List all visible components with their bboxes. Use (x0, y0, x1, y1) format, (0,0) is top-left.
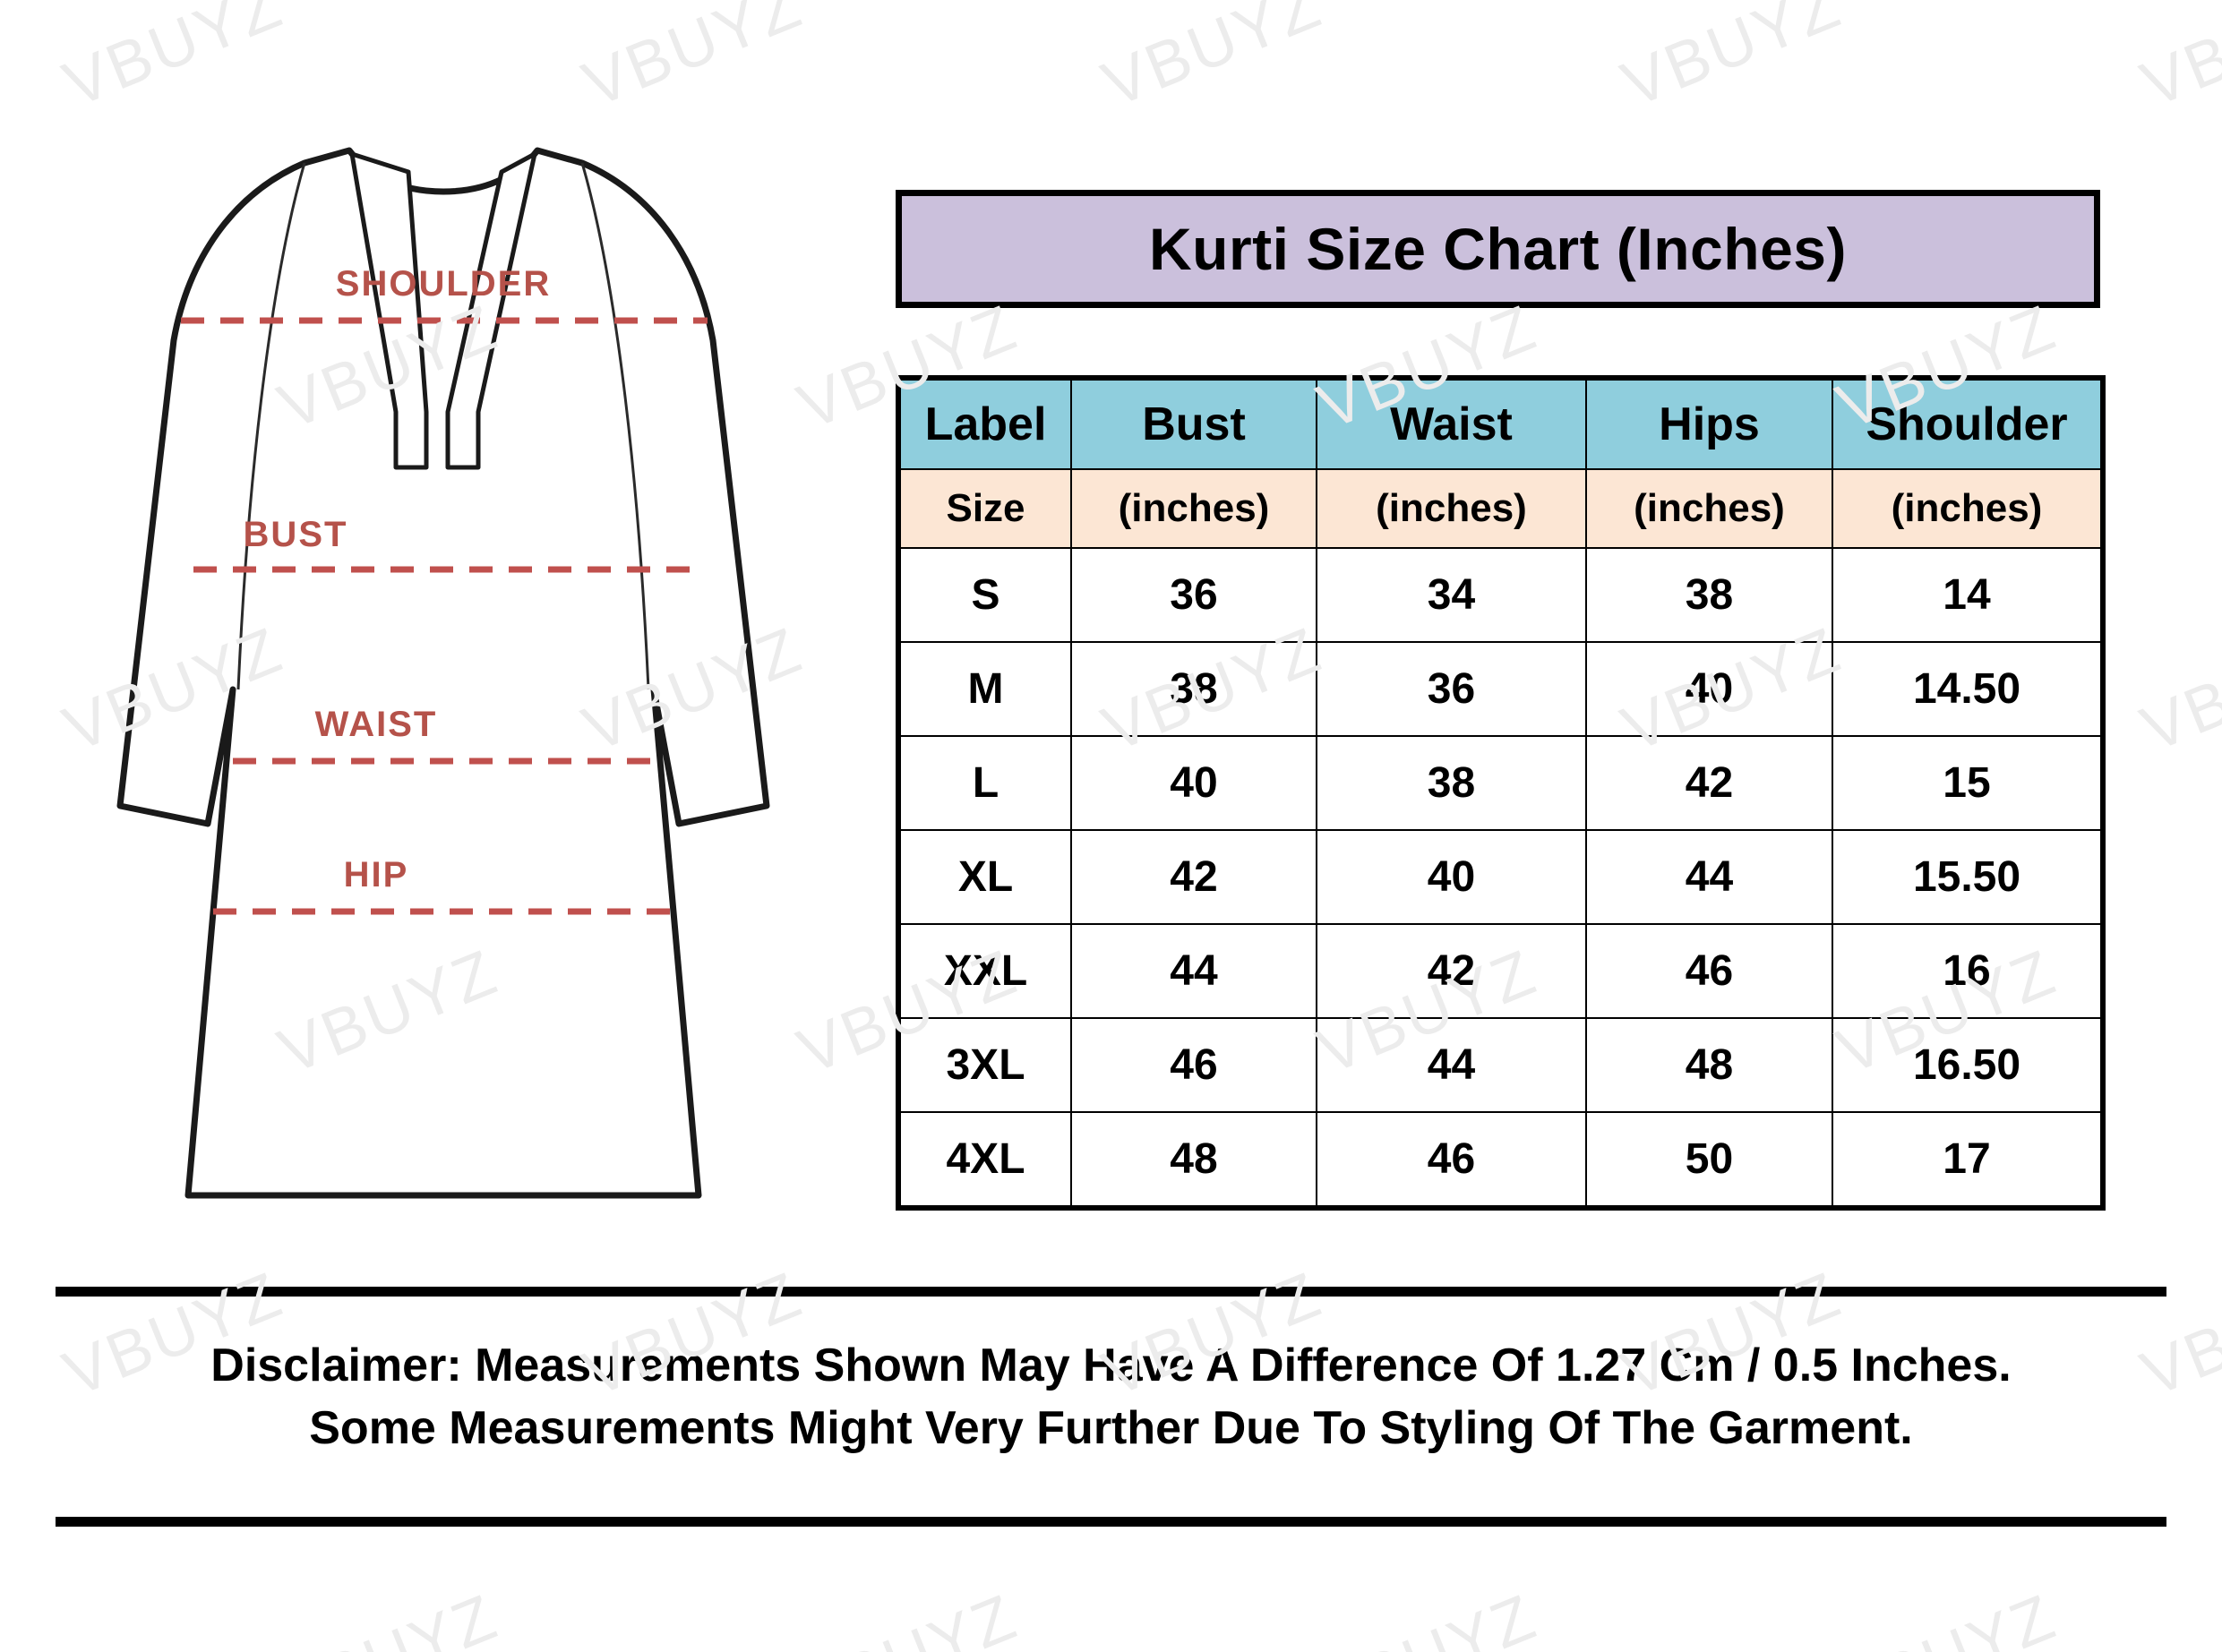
hip-label: HIP (344, 855, 409, 894)
left-sleeve-seam (236, 162, 306, 690)
cell-bust: 42 (1070, 829, 1317, 925)
watermark-text: VBUYZ (2132, 0, 2222, 122)
cell-size-label: XL (897, 829, 1072, 925)
right-cuff (678, 803, 768, 826)
table-row: XXL 44 42 46 16 (897, 923, 2104, 1019)
units-cell-shoulder: (inches) (1832, 468, 2104, 549)
table-row: 3XL 46 44 48 16.50 (897, 1017, 2104, 1113)
watermark-text: VBUYZ (54, 0, 293, 122)
cell-bust: 36 (1070, 547, 1317, 643)
cell-shoulder: 15.50 (1832, 829, 2104, 925)
watermark-text: VBUYZ (1308, 1579, 1547, 1652)
watermark-text: VBUYZ (1093, 0, 1332, 122)
watermark-text: VBUYZ (573, 0, 812, 122)
size-chart-table: Label Bust Waist Hips Shoulder Size (inc… (896, 375, 2106, 1211)
cell-waist: 38 (1316, 735, 1587, 831)
cell-bust: 44 (1070, 923, 1317, 1019)
shoulder-label: SHOULDER (336, 264, 551, 304)
page-title: Kurti Size Chart (Inches) (1149, 216, 1847, 282)
cell-hips: 40 (1585, 641, 1833, 737)
cell-shoulder: 14 (1832, 547, 2104, 643)
cell-size-label: L (897, 735, 1072, 831)
cell-shoulder: 17 (1832, 1111, 2104, 1209)
disclaimer-line-1: Disclaimer: Measurements Shown May Have … (210, 1340, 2012, 1391)
divider-top (56, 1287, 2166, 1297)
right-sleeve-seam (580, 162, 650, 690)
cell-waist: 34 (1316, 547, 1587, 643)
watermark-text: VBUYZ (269, 1579, 508, 1652)
cell-hips: 38 (1585, 547, 1833, 643)
column-header-label: Label (897, 377, 1072, 470)
placket-right (445, 151, 537, 470)
kurti-outline (116, 147, 770, 1199)
column-header-shoulder: Shoulder (1832, 377, 2104, 470)
placket-left (349, 151, 429, 470)
units-cell-hips: (inches) (1585, 468, 1833, 549)
units-cell-waist: (inches) (1316, 468, 1587, 549)
measurement-lines (181, 317, 708, 915)
table-units-row: Size (inches) (inches) (inches) (inches) (897, 468, 2104, 549)
cell-hips: 42 (1585, 735, 1833, 831)
cell-size-label: S (897, 547, 1072, 643)
waist-label: WAIST (315, 705, 438, 744)
cell-hips: 44 (1585, 829, 1833, 925)
cell-hips: 50 (1585, 1111, 1833, 1209)
cell-bust: 38 (1070, 641, 1317, 737)
cell-bust: 46 (1070, 1017, 1317, 1113)
units-cell-bust: (inches) (1070, 468, 1317, 549)
cell-bust: 40 (1070, 735, 1317, 831)
cell-shoulder: 15 (1832, 735, 2104, 831)
table-header-row: Label Bust Waist Hips Shoulder (897, 377, 2104, 470)
cell-size-label: 3XL (897, 1017, 1072, 1113)
cell-waist: 42 (1316, 923, 1587, 1019)
disclaimer: Disclaimer: Measurements Shown May Have … (56, 1334, 2166, 1459)
cell-hips: 48 (1585, 1017, 1833, 1113)
cell-bust: 48 (1070, 1111, 1317, 1209)
cell-size-label: XXL (897, 923, 1072, 1019)
table-row: S 36 34 38 14 (897, 547, 2104, 643)
garment-illustration: SHOULDER BUST WAIST HIP (81, 116, 806, 1271)
cell-hips: 46 (1585, 923, 1833, 1019)
cell-waist: 46 (1316, 1111, 1587, 1209)
cell-size-label: 4XL (897, 1111, 1072, 1209)
cell-waist: 40 (1316, 829, 1587, 925)
table-row: 4XL 48 46 50 17 (897, 1111, 2104, 1209)
watermark-text: VBUYZ (1612, 0, 1851, 122)
watermark-text: VBUYZ (1827, 1579, 2066, 1652)
cell-waist: 44 (1316, 1017, 1587, 1113)
table-row: M 38 36 40 14.50 (897, 641, 2104, 737)
column-header-bust: Bust (1070, 377, 1317, 470)
title-banner: Kurti Size Chart (Inches) (896, 190, 2100, 308)
cell-size-label: M (897, 641, 1072, 737)
left-cuff (119, 803, 209, 826)
column-header-hips: Hips (1585, 377, 1833, 470)
watermark-text: VBUYZ (2132, 613, 2222, 766)
table-row: L 40 38 42 15 (897, 735, 2104, 831)
disclaimer-line-2: Some Measurements Might Very Further Due… (309, 1402, 1913, 1455)
bust-label: BUST (244, 515, 348, 554)
cell-shoulder: 16.50 (1832, 1017, 2104, 1113)
units-cell-size: Size (897, 468, 1072, 549)
divider-bottom (56, 1517, 2166, 1527)
column-header-waist: Waist (1316, 377, 1587, 470)
chart-panel: Kurti Size Chart (Inches) Label Bust Wai… (896, 190, 2106, 1211)
cell-shoulder: 14.50 (1832, 641, 2104, 737)
watermark-text: VBUYZ (788, 1579, 1027, 1652)
table-row: XL 42 40 44 15.50 (897, 829, 2104, 925)
cell-waist: 36 (1316, 641, 1587, 737)
cell-shoulder: 16 (1832, 923, 2104, 1019)
